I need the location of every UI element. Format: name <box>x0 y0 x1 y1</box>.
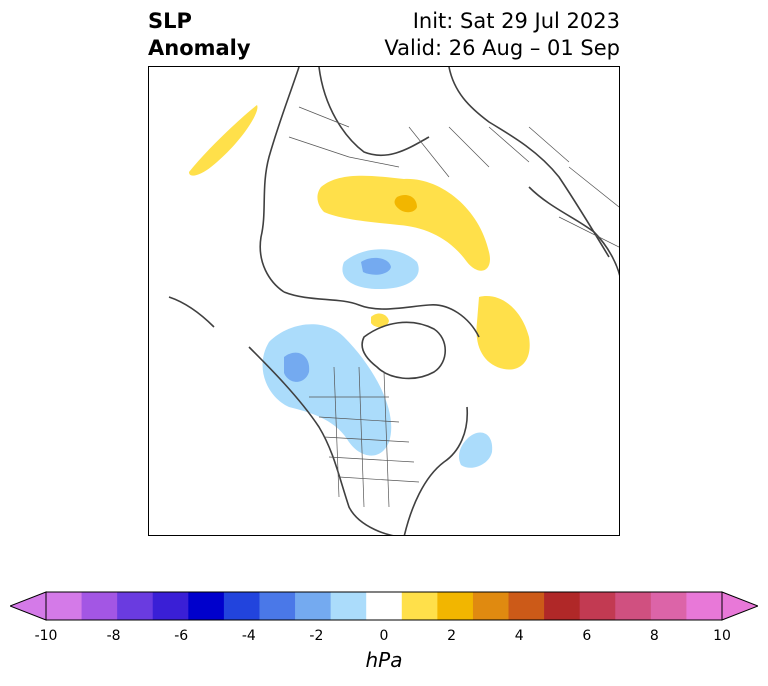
colorbar-segment <box>508 592 545 620</box>
colorbar-tick-label: 0 <box>379 628 389 644</box>
map-panel <box>148 66 620 536</box>
negative-anomaly-arctic-core <box>361 257 391 275</box>
map-dates: Init: Sat 29 Jul 2023 Valid: 26 Aug – 01… <box>384 8 620 62</box>
colorbar-tick-label: 10 <box>713 628 731 644</box>
positive-anomaly-siberia-core <box>394 195 417 213</box>
colorbar-tick-label: 6 <box>582 628 592 644</box>
colorbar-extend-high <box>721 591 758 621</box>
colorbar-segment <box>437 592 474 620</box>
colorbar-segment <box>152 592 189 620</box>
colorbar-tick-label: -2 <box>309 628 324 644</box>
map-title: SLP Anomaly <box>148 8 251 62</box>
colorbar-segment <box>117 592 154 620</box>
positive-anomaly-siberia <box>317 175 490 271</box>
colorbar-frame <box>45 591 723 621</box>
colorbar-segment <box>366 592 403 620</box>
negative-anomaly-northamerica-core <box>284 352 310 382</box>
colorbar-tick-label: -6 <box>174 628 189 644</box>
init-date: Init: Sat 29 Jul 2023 <box>412 9 620 33</box>
colorbar-extend-low <box>10 591 47 621</box>
positive-anomaly-pacific <box>189 105 258 176</box>
title-line-1: SLP <box>148 9 192 33</box>
colorbar-segment <box>330 592 367 620</box>
colorbar-tick-label: 4 <box>514 628 524 644</box>
colorbar-segment <box>46 592 83 620</box>
colorbar-tick-label: -8 <box>106 628 121 644</box>
colorbar-segment <box>401 592 438 620</box>
colorbar-tick-label: 2 <box>447 628 457 644</box>
colorbar-segment <box>188 592 225 620</box>
map-svg <box>168 67 619 535</box>
colorbar-segment <box>579 592 616 620</box>
colorbar-tick-label: 8 <box>649 628 659 644</box>
colorbar-segment <box>650 592 687 620</box>
colorbar-segment <box>295 592 332 620</box>
positive-anomaly-europe <box>476 296 530 370</box>
colorbar-segment <box>223 592 260 620</box>
valid-dates: Valid: 26 Aug – 01 Sep <box>384 36 620 60</box>
colorbar-tick-label: -10 <box>34 628 58 644</box>
political-borders <box>288 106 619 508</box>
colorbar-tick-label: -4 <box>241 628 256 644</box>
colorbar-segment <box>472 592 510 620</box>
title-line-2: Anomaly <box>148 36 251 60</box>
colorbar-segment <box>544 592 581 620</box>
colorbar-unit: hPa <box>365 648 403 672</box>
colorbar-segment <box>259 592 296 620</box>
negative-anomaly-atlantic <box>459 432 493 468</box>
colorbar-segment <box>615 592 652 620</box>
colorbar <box>10 591 758 621</box>
negative-anomaly-northamerica <box>262 324 392 456</box>
colorbar-segment <box>81 592 118 620</box>
positive-anomaly-pole <box>371 313 389 328</box>
colorbar-segment <box>686 592 723 620</box>
